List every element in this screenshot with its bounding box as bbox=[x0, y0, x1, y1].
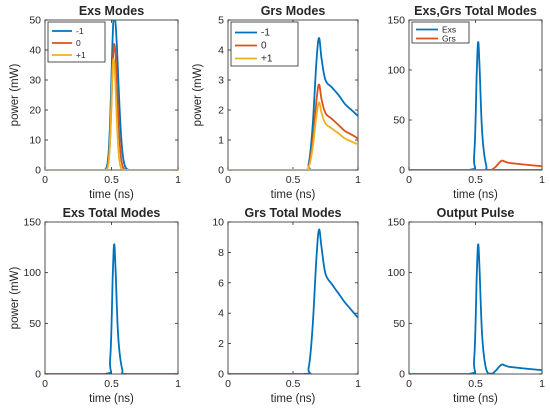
series-group bbox=[228, 37, 358, 170]
chart-panel: 0 0.5 1 0 1 2 3 4 5 Grs Modes time (ns) power (mW) -… bbox=[192, 4, 361, 201]
y-tick-label: 3 bbox=[218, 75, 224, 87]
series-line bbox=[45, 58, 178, 170]
y-tick-label: 4 bbox=[218, 45, 224, 57]
series-line bbox=[409, 243, 542, 374]
chart-title: Grs Modes bbox=[261, 4, 326, 18]
series-line bbox=[228, 101, 358, 170]
series-group bbox=[45, 20, 178, 170]
series-group bbox=[409, 41, 542, 170]
chart-title: Exs Total Modes bbox=[63, 206, 161, 220]
y-tick-label: 100 bbox=[387, 267, 405, 279]
series-line bbox=[228, 228, 358, 374]
x-tick-label: 0.5 bbox=[104, 378, 119, 390]
y-axis-label: power (mW) bbox=[9, 64, 21, 127]
x-axis-label: time (ns) bbox=[453, 393, 498, 405]
series-line bbox=[228, 83, 358, 170]
x-tick-label: 1 bbox=[175, 378, 181, 390]
x-axis-label: time (ns) bbox=[89, 189, 134, 201]
y-tick-label: 0 bbox=[35, 165, 41, 177]
y-tick-label: 100 bbox=[387, 65, 405, 77]
y-tick-label: 1 bbox=[218, 135, 224, 147]
x-tick-label: 0 bbox=[42, 174, 48, 186]
y-tick-label: 0 bbox=[399, 165, 405, 177]
y-tick-label: 0 bbox=[35, 369, 41, 381]
x-tick-label: 1 bbox=[539, 378, 545, 390]
y-tick-label: 10 bbox=[29, 135, 41, 147]
series-group bbox=[409, 243, 542, 374]
y-tick-label: 150 bbox=[387, 217, 405, 229]
y-tick-label: 150 bbox=[387, 15, 405, 27]
y-tick-label: 50 bbox=[29, 15, 41, 27]
series-line bbox=[45, 243, 178, 374]
x-tick-label: 1 bbox=[539, 174, 545, 186]
chart-title: Output Pulse bbox=[437, 206, 515, 220]
legend-label: -1 bbox=[76, 26, 84, 36]
x-tick-label: 0.5 bbox=[286, 174, 301, 186]
x-tick-label: 0 bbox=[225, 174, 231, 186]
y-tick-label: 100 bbox=[23, 267, 41, 279]
y-tick-label: 30 bbox=[29, 75, 41, 87]
y-axis-label: power (mW) bbox=[192, 64, 204, 127]
x-axis-label: time (ns) bbox=[271, 393, 316, 405]
chart-panel: 0 0.5 1 0 50 100 150 Output Pulse time (ns) bbox=[387, 206, 545, 405]
y-tick-label: 8 bbox=[218, 247, 224, 259]
chart-title: Exs Modes bbox=[79, 4, 144, 18]
legend-label: Exs bbox=[442, 25, 456, 35]
y-tick-label: 6 bbox=[218, 277, 224, 289]
chart-title: Grs Total Modes bbox=[244, 206, 341, 220]
legend-label: +1 bbox=[76, 50, 86, 60]
chart-title: Exs,Grs Total Modes bbox=[414, 4, 537, 18]
x-tick-label: 1 bbox=[175, 174, 181, 186]
chart-panel: 0 0.5 1 0 50 100 150 Exs,Grs Total Modes time (n… bbox=[387, 4, 545, 201]
x-tick-label: 0.5 bbox=[468, 378, 483, 390]
y-tick-label: 0 bbox=[399, 369, 405, 381]
series-line bbox=[409, 159, 542, 170]
x-tick-label: 0.5 bbox=[104, 174, 119, 186]
y-tick-label: 50 bbox=[393, 318, 405, 330]
y-tick-label: 20 bbox=[29, 105, 41, 117]
axes-box bbox=[227, 221, 359, 375]
y-tick-label: 150 bbox=[23, 217, 41, 229]
legend-label: 0 bbox=[76, 38, 81, 48]
x-tick-label: 1 bbox=[355, 378, 361, 390]
series-line bbox=[409, 41, 542, 170]
x-tick-label: 0 bbox=[406, 174, 412, 186]
x-tick-label: 0.5 bbox=[286, 378, 301, 390]
x-tick-label: 0 bbox=[225, 378, 231, 390]
y-tick-label: 5 bbox=[218, 15, 224, 27]
y-tick-label: 50 bbox=[29, 318, 41, 330]
legend-label: Grs bbox=[442, 34, 456, 44]
y-tick-label: 10 bbox=[212, 217, 224, 229]
legend-label: +1 bbox=[261, 54, 273, 65]
y-tick-label: 0 bbox=[218, 369, 224, 381]
x-tick-label: 0 bbox=[406, 378, 412, 390]
y-tick-label: 2 bbox=[218, 105, 224, 117]
x-tick-label: 0 bbox=[42, 378, 48, 390]
y-tick-label: 0 bbox=[218, 165, 224, 177]
legend-box bbox=[411, 21, 470, 44]
x-axis-label: time (ns) bbox=[453, 189, 498, 201]
chart-panel: 0 0.5 1 0 50 100 150 Exs Total Modes time (ns) po… bbox=[9, 206, 181, 405]
x-axis-label: time (ns) bbox=[271, 189, 316, 201]
x-tick-label: 0.5 bbox=[468, 174, 483, 186]
y-tick-label: 50 bbox=[393, 115, 405, 127]
series-group bbox=[228, 228, 358, 374]
y-tick-label: 2 bbox=[218, 338, 224, 350]
legend-label: -1 bbox=[261, 28, 270, 39]
x-axis-label: time (ns) bbox=[89, 393, 134, 405]
series-group bbox=[45, 243, 178, 374]
y-axis-label: power (mW) bbox=[9, 267, 21, 330]
legend: -1 0 +1 bbox=[47, 21, 106, 63]
x-tick-label: 1 bbox=[355, 174, 361, 186]
y-tick-label: 40 bbox=[29, 45, 41, 57]
legend-label: 0 bbox=[261, 41, 267, 52]
y-tick-label: 4 bbox=[218, 308, 224, 320]
legend: -1 0 +1 bbox=[230, 21, 299, 67]
